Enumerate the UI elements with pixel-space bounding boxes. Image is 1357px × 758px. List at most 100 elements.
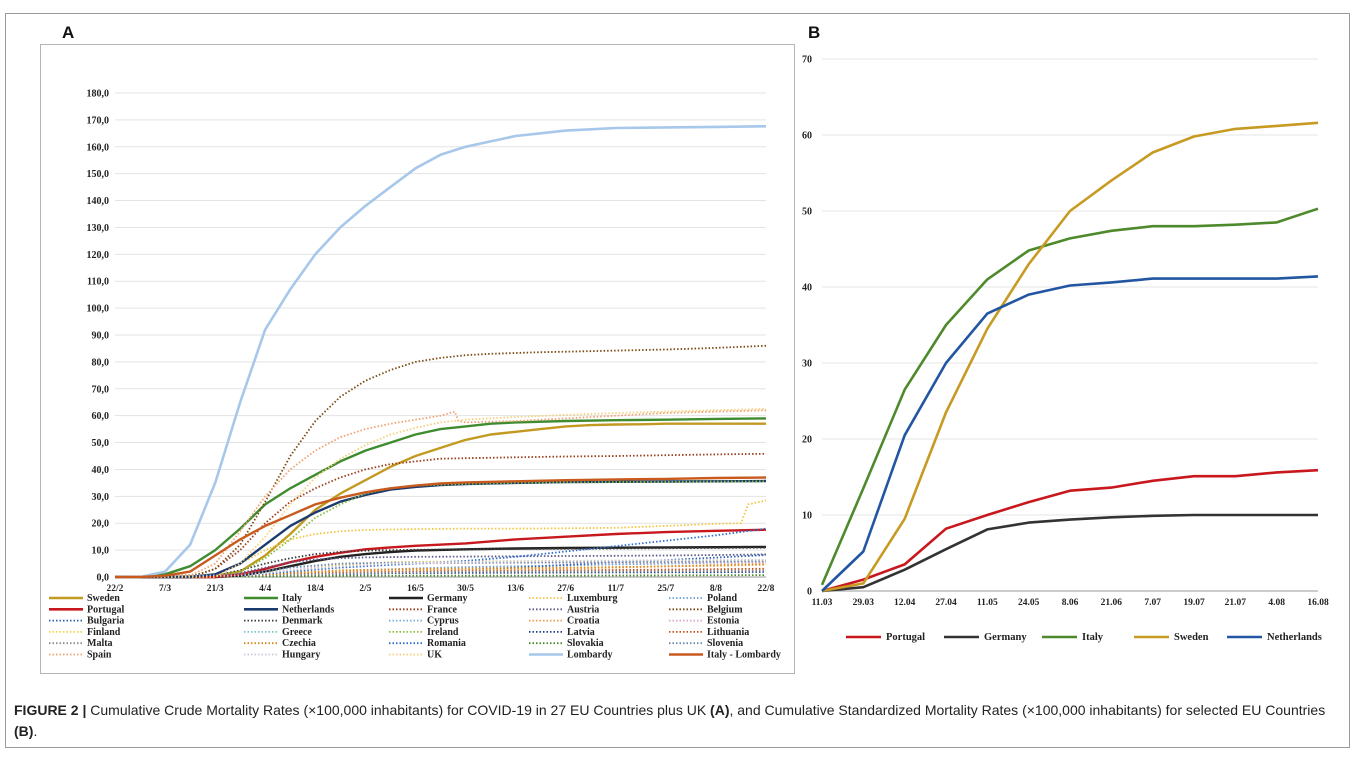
y-tick-label: 70 [802, 55, 812, 66]
series-line-lithuania [114, 567, 767, 578]
x-tick-label: 8/8 [710, 584, 722, 594]
series-line-germany [821, 513, 1318, 593]
y-tick-label: 0 [807, 587, 812, 598]
x-tick-label: 7/3 [159, 584, 171, 594]
legend-label-austria: Austria [567, 604, 599, 615]
y-tick-label: 60,0 [92, 411, 110, 422]
legend-label-denmark: Denmark [282, 616, 323, 627]
x-tick-label: 16/5 [407, 584, 424, 594]
x-tick-label: 21.07 [1225, 598, 1247, 608]
y-tick-label: 40,0 [92, 465, 110, 476]
x-tick-label: 22/8 [758, 584, 775, 594]
y-tick-label: 20,0 [92, 519, 110, 530]
legend-label-luxemburg: Luxemburg [567, 593, 618, 604]
series-line-italy [115, 417, 767, 579]
legend-label-finland: Finland [87, 627, 121, 638]
legend-label-italy-lombardy: Italy - Lombardy [707, 650, 781, 661]
x-tick-label: 13/6 [507, 584, 524, 594]
series-line-finland [114, 559, 767, 578]
legend-label-portugal: Portugal [87, 604, 124, 615]
figure-caption: FIGURE 2 | Cumulative Crude Mortality Ra… [14, 700, 1339, 742]
x-tick-label: 21.06 [1101, 598, 1123, 608]
series-line-sweden [821, 121, 1319, 593]
series-line-poland [114, 561, 767, 578]
y-tick-label: 130,0 [87, 223, 110, 234]
x-tick-label: 27/6 [557, 584, 574, 594]
legend-label-spain: Spain [87, 650, 112, 661]
series-line-italy-lombardy [115, 476, 767, 579]
y-tick-label: 50,0 [92, 438, 110, 449]
y-tick-label: 150,0 [87, 169, 110, 180]
x-tick-label: 19.07 [1183, 598, 1205, 608]
caption-label: FIGURE 2 | [14, 702, 87, 718]
legend-label-italy: Italy [1082, 632, 1104, 643]
x-tick-label: 4.08 [1268, 598, 1285, 608]
caption-ref-a: (A) [710, 702, 730, 718]
legend-label-netherlands: Netherlands [1267, 632, 1322, 643]
x-tick-label: 7.07 [1144, 598, 1161, 608]
legend-label-malta: Malta [87, 638, 113, 649]
legend-label-romania: Romania [427, 638, 466, 649]
chart-panel-a: 0,0 10,0 20,0 30,0 40,0 50,0 60,0 70,0 80,0 90,0 1… [40, 44, 795, 674]
chart-panel-b: 0 10 20 30 40 50 60 70 11.03 29.03 12.04 27.04 11.05… [798, 44, 1335, 674]
legend-label-portugal: Portugal [886, 632, 925, 643]
series-line-belgium [115, 344, 767, 578]
y-tick-label: 10 [802, 511, 812, 522]
legend-label-sweden: Sweden [87, 593, 120, 604]
caption-part3: . [33, 723, 38, 739]
x-tick-label: 25/7 [657, 584, 674, 594]
y-tick-label: 70,0 [92, 384, 110, 395]
series-line-slovakia [114, 574, 767, 578]
y-tick-label: 110,0 [87, 277, 109, 288]
y-tick-label: 180,0 [87, 89, 110, 100]
y-tick-label: 100,0 [87, 304, 110, 315]
caption-ref-b: (B) [14, 723, 34, 739]
y-tick-label: 40 [802, 283, 812, 294]
panel-b-letter: B [808, 23, 821, 42]
panel-a-letter: A [62, 23, 75, 42]
x-tick-label: 8.06 [1062, 598, 1079, 608]
legend-label-poland: Poland [707, 593, 737, 604]
x-tick-label: 24.05 [1018, 598, 1040, 608]
legend-label-uk: UK [427, 650, 442, 661]
legend-label-germany: Germany [427, 593, 468, 604]
x-tick-label: 4/4 [259, 584, 271, 594]
x-tick-label: 11.03 [812, 598, 833, 608]
x-tick-label: 21/3 [207, 584, 224, 594]
series-line-romania [114, 527, 767, 578]
legend-label-greece: Greece [282, 627, 312, 638]
x-tick-label: 12.04 [894, 598, 916, 608]
legend-label-estonia: Estonia [707, 616, 739, 627]
series-line-lombardy [115, 125, 767, 579]
series-line-latvia [114, 571, 767, 578]
legend-label-lithuania: Lithuania [707, 627, 749, 638]
x-tick-label: 27.04 [935, 598, 957, 608]
series-line-czechia [114, 563, 767, 578]
x-tick-label: 11/7 [608, 584, 625, 594]
x-tick-label: 11.05 [977, 598, 998, 608]
legend-label-france: France [427, 604, 458, 615]
legend-label-czechia: Czechia [282, 638, 316, 649]
legend-label-netherlands: Netherlands [282, 604, 334, 615]
x-tick-label: 18/4 [307, 584, 324, 594]
series-line-portugal [115, 528, 767, 579]
series-line-ireland [114, 480, 767, 578]
legend-label-latvia: Latvia [567, 627, 595, 638]
legend-label-bulgaria: Bulgaria [87, 616, 124, 627]
legend-label-croatia: Croatia [567, 616, 600, 627]
x-tick-label: 22/2 [107, 584, 124, 594]
y-tick-label: 50 [802, 207, 812, 218]
legend-label-sweden: Sweden [1174, 632, 1209, 643]
legend-label-belgium: Belgium [707, 604, 743, 615]
caption-part2: , and Cumulative Standardized Mortality … [729, 702, 1326, 718]
y-tick-label: 140,0 [87, 196, 110, 207]
y-tick-label: 170,0 [87, 115, 110, 126]
series-line-austria [115, 553, 767, 578]
series-line-slovenia [114, 560, 767, 578]
y-tick-label: 30 [802, 359, 812, 370]
y-tick-label: 160,0 [87, 142, 110, 153]
x-tick-label: 30/5 [457, 584, 474, 594]
legend-label-ireland: Ireland [427, 627, 459, 638]
legend-label-germany: Germany [984, 632, 1027, 643]
series-line-germany [115, 545, 767, 579]
